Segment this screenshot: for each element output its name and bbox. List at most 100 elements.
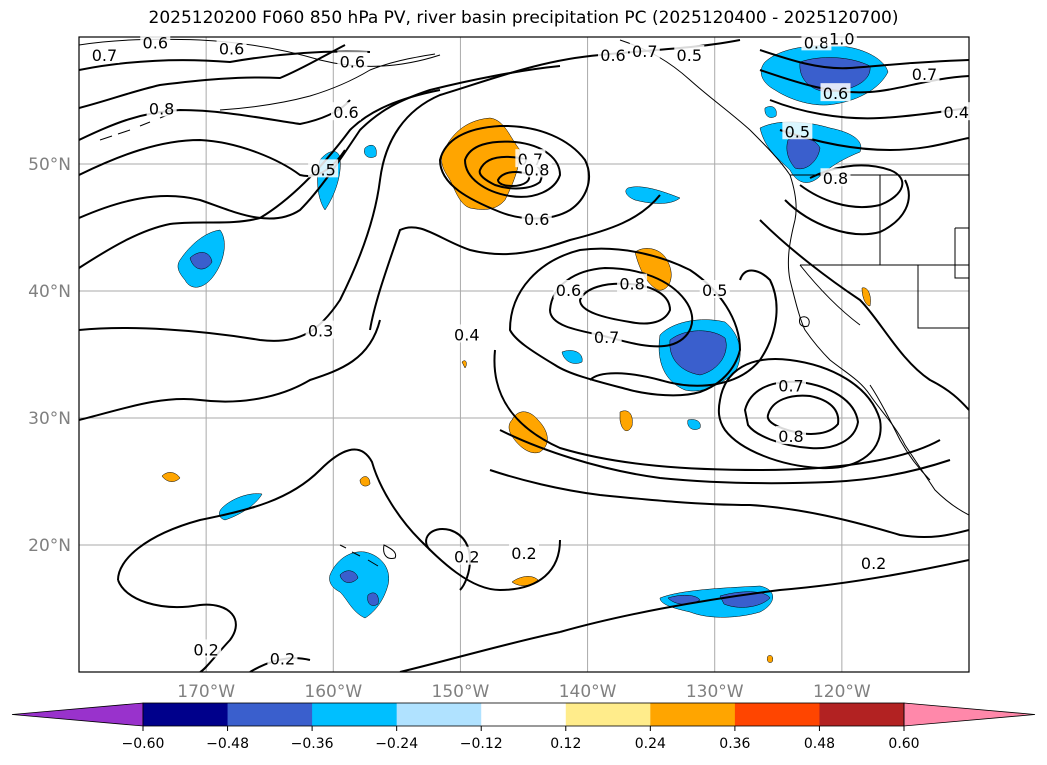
latitude-tick-label: 50°N: [28, 155, 71, 175]
contour-label-background: [941, 102, 972, 121]
pv-contour: [79, 65, 561, 220]
contour-label-background: [699, 280, 730, 298]
colorbar-segment: [734, 703, 820, 726]
colorbar-extend-low: [11, 702, 144, 727]
contour-label: 0.6: [524, 210, 549, 229]
contour-label: 0.5: [702, 281, 727, 300]
anomaly-blob: [561, 350, 583, 364]
contour-label: 0.3: [308, 322, 333, 341]
pv-contour: [79, 319, 381, 421]
coastline-alaska: [79, 38, 441, 111]
colorbar-extend-high: [903, 702, 1036, 727]
contour-label-background: [451, 324, 482, 343]
pv-contour: [463, 140, 562, 198]
contour-label: 0.2: [511, 544, 536, 563]
colorbar-segment: [227, 703, 313, 726]
colorbar-tick-label: −0.60: [122, 736, 165, 752]
contour-label-background: [820, 83, 851, 102]
contour-label: 0.8: [149, 99, 174, 118]
anomaly-blob: [766, 655, 774, 663]
contour-labels: 0.7 0.6 0.8 0.6 0.6 0.6 0.5 0.3 0.4 0.7 0.8 0.6 0.6 0…: [89, 28, 972, 668]
pv-contour: [425, 528, 471, 591]
contour-label: 0.4: [944, 103, 969, 122]
colorbar-segment: [819, 703, 905, 726]
contour-label: 0.6: [143, 33, 168, 52]
pv-contour: [559, 559, 969, 633]
contour-label-background: [858, 553, 889, 572]
contour-label-background: [451, 546, 482, 565]
colorbar-tick-label: −0.24: [375, 736, 418, 752]
longitude-tick-label: 130°W: [686, 682, 744, 702]
latitude-tick-label: 40°N: [28, 282, 71, 302]
latitude-tick-label: 30°N: [28, 409, 71, 429]
anomaly-blob: [359, 476, 371, 487]
contour-label: 0.7: [632, 42, 657, 61]
anomaly-blob: [189, 252, 213, 270]
pv-contour: [79, 44, 346, 109]
contour-label-background: [331, 102, 361, 121]
contour-label: 0.6: [340, 52, 365, 71]
contour-label: 1.0: [829, 30, 854, 49]
contour-label-background: [305, 320, 336, 339]
anomaly-blob: [508, 411, 548, 454]
pv-contour: [493, 349, 941, 472]
map-title: 2025120200 F060 850 hPa PV, river basin …: [148, 8, 899, 28]
anomaly-blob: [764, 106, 777, 118]
pv-contour: [369, 194, 661, 331]
longitude-tick-label: 170°W: [177, 682, 235, 702]
colorbar-segment: [312, 703, 398, 726]
contour-label: 0.4: [454, 325, 479, 344]
contour-label-background: [553, 280, 584, 298]
pv-contour: [117, 448, 561, 592]
contour-label-background: [591, 326, 622, 345]
colorbar-tick-label: 0.60: [888, 736, 919, 752]
coastline-baja: [869, 384, 931, 481]
colorbar-tick-label: 0.24: [635, 736, 666, 752]
pv-contour: [438, 124, 590, 220]
anomaly-blob: [669, 330, 727, 376]
contour-label-background: [674, 45, 705, 64]
island-small: [799, 316, 810, 327]
longitude-tick-label: 140°W: [559, 682, 617, 702]
latitude-labels: 50°N 40°N 30°N 20°N: [28, 155, 71, 556]
contour-label: 0.8: [619, 275, 644, 294]
contour-label-background: [598, 45, 628, 64]
island-aleutian: [99, 113, 171, 141]
colorbar-segment: [396, 703, 482, 726]
contour-label-background: [267, 648, 298, 667]
contour-label-background: [629, 41, 660, 60]
colorbar-frame: [142, 702, 905, 727]
latitude-tick-label: 20°N: [28, 536, 71, 556]
contour-label: 0.6: [219, 40, 244, 59]
anomaly-blob: [364, 145, 377, 158]
pv-contour: [799, 164, 904, 209]
contour-label-background: [509, 542, 539, 561]
contour-label-background: [191, 639, 222, 658]
contour-label: 0.2: [454, 548, 479, 567]
contour-label-background: [308, 159, 339, 178]
pv-contour: [717, 358, 882, 470]
contour-label-background: [801, 32, 832, 51]
contour-label: 0.2: [270, 649, 295, 668]
pv-contour: [79, 50, 371, 71]
colorbar: −0.60 −0.48 −0.36 −0.24 −0.12 0.12 0.24 0.36 0.4…: [11, 702, 1036, 752]
colorbar-segment: [650, 703, 736, 726]
contour-label: 0.8: [524, 160, 549, 179]
contour-label-background: [521, 159, 552, 178]
pv-contour: [79, 99, 351, 141]
pv-contour: [399, 631, 561, 672]
contour-label: 0.7: [778, 376, 803, 395]
anomaly-blob: [339, 570, 359, 583]
colorbar-tick-label: −0.36: [291, 736, 334, 752]
contour-label: 0.8: [804, 33, 829, 52]
contour-label-background: [146, 98, 177, 117]
pv-contour: [508, 247, 742, 397]
contour-label: 0.7: [912, 65, 937, 84]
contour-label-background: [521, 208, 552, 227]
colorbar-segment: [481, 703, 567, 726]
contour-label-background: [826, 28, 857, 47]
colorbar-tick-label: 0.12: [550, 736, 581, 752]
anomaly-blob: [619, 410, 633, 432]
contour-label: 0.6: [333, 103, 358, 122]
colorbar-segment: [143, 703, 229, 726]
